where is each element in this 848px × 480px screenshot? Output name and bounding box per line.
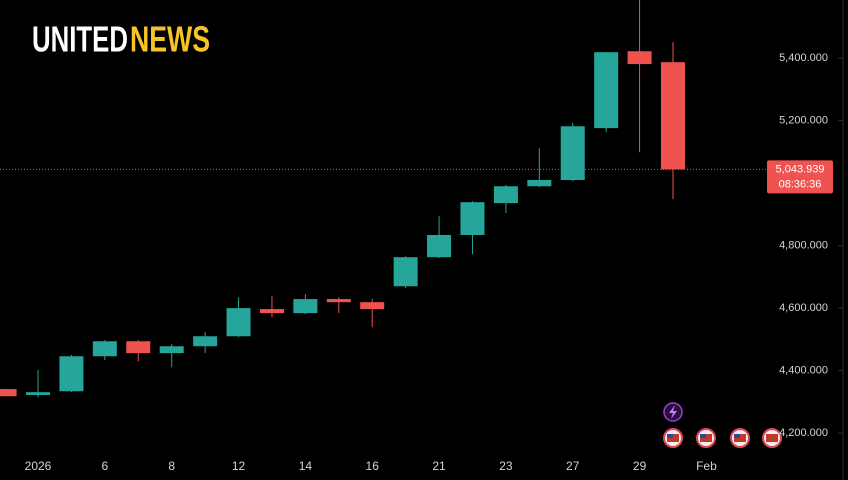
x-tick-label: 12 [232,459,246,473]
x-tick-label: 8 [168,459,175,473]
y-tick-label: 4,600.000 [779,302,828,314]
candle-body [193,336,218,347]
x-tick-label: 29 [633,459,647,473]
candle-body [259,309,284,314]
candle-body [393,257,418,287]
candle-body [661,62,685,170]
x-tick-label: 27 [566,459,580,473]
last-price-label: 5,043.939 [776,163,825,175]
candle-body [627,51,652,65]
x-tick-label: 16 [366,459,380,473]
x-tick-label: 14 [299,459,313,473]
candle-body [92,341,117,357]
candle-body [326,299,351,303]
y-tick-label: 4,400.000 [779,365,828,377]
candle-body [527,180,552,187]
flag-icon [762,428,782,448]
flag-icon [730,428,750,448]
x-tick-label: 21 [432,459,446,473]
candle-body [226,308,251,337]
y-tick-label: 5,200.000 [779,115,828,127]
y-tick-label: 4,800.000 [779,240,828,252]
candle-body [59,356,84,392]
candle-body [159,346,184,354]
x-tick-label: Feb [696,459,717,473]
candle-body [360,302,385,310]
lightning-glyph [669,405,677,419]
logo-second: NEWS [130,19,210,60]
candle-body [594,52,619,129]
last-price-box [767,160,833,194]
candle-body [126,341,151,354]
countdown-label: 08:36:36 [779,178,822,190]
x-tick-label: 2026 [25,459,52,473]
candle-body [460,202,485,235]
candle-body [0,389,17,397]
candle-body [427,235,452,258]
candle-body [493,186,518,204]
candle-body [26,392,51,395]
candle-body [560,126,585,180]
y-tick-label: 4,200.000 [779,427,828,439]
flag-icon [663,428,683,448]
y-tick-label: 5,400.000 [779,52,828,64]
x-tick-label: 23 [499,459,513,473]
flag-icon [696,428,716,448]
logo-first: UNITED [32,19,128,60]
event-icons [663,402,782,448]
x-tick-label: 6 [102,459,109,473]
candle-body [293,299,318,314]
